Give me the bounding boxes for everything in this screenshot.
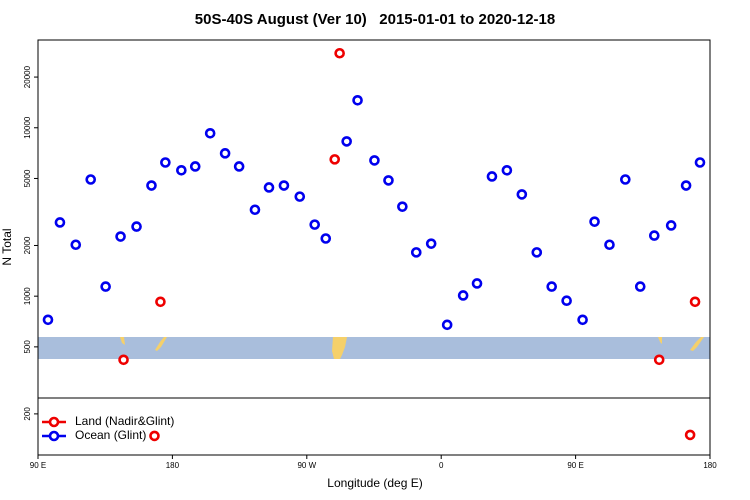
- data-point: [115, 231, 126, 242]
- data-point: [42, 314, 54, 326]
- data-point: [589, 216, 600, 227]
- data-point: [146, 180, 157, 191]
- y-tick-label: 5000: [23, 169, 32, 187]
- data-point: [577, 314, 588, 326]
- data-point: [410, 247, 422, 258]
- data-point: [70, 239, 82, 251]
- data-point: [233, 161, 245, 172]
- data-point: [397, 201, 408, 212]
- data-point: [441, 319, 453, 331]
- data-point: [561, 295, 572, 306]
- data-point: [501, 165, 513, 176]
- data-point: [620, 174, 631, 185]
- y-tick-label: 2000: [23, 236, 32, 254]
- data-point: [189, 161, 201, 172]
- y-tick-label: 500: [23, 340, 32, 354]
- x-axis-label: Longitude (deg E): [327, 476, 422, 490]
- data-point: [471, 278, 483, 289]
- map-strip: [38, 337, 710, 359]
- data-point: [278, 180, 290, 191]
- data-point: [155, 296, 166, 308]
- y-tick-label: 200: [23, 407, 32, 421]
- legend-marker: [48, 430, 60, 442]
- data-point: [341, 136, 352, 147]
- y-axis-label: N Total: [0, 228, 14, 265]
- data-point: [665, 220, 677, 231]
- chart-title: 50S-40S August (Ver 10) 2015-01-01 to 20…: [195, 11, 555, 28]
- x-tick-label: 180: [703, 461, 717, 470]
- data-point: [131, 221, 142, 232]
- legend-marker: [48, 416, 60, 428]
- data-point: [149, 430, 160, 442]
- data-point: [294, 191, 306, 202]
- x-tick-label: 0: [439, 461, 444, 470]
- data-point: [684, 429, 696, 441]
- data-point: [516, 189, 528, 200]
- data-point: [634, 281, 646, 292]
- data-point: [369, 155, 380, 166]
- data-point: [100, 281, 111, 292]
- legend-label: Ocean (Glint): [75, 428, 146, 442]
- x-tick-label: 90 E: [30, 461, 46, 470]
- data-point: [54, 217, 66, 228]
- data-point: [604, 239, 615, 251]
- data-point: [219, 148, 231, 159]
- data-point: [546, 281, 558, 292]
- data-point: [309, 219, 321, 230]
- data-point: [249, 204, 261, 216]
- x-tick-label: 180: [166, 461, 180, 470]
- y-tick-label: 10000: [23, 116, 32, 139]
- data-point: [320, 233, 332, 244]
- data-point: [263, 182, 275, 193]
- data-point: [457, 290, 469, 301]
- data-point: [694, 157, 706, 168]
- data-point: [85, 174, 97, 185]
- data-point: [160, 157, 171, 168]
- data-point: [204, 128, 216, 139]
- x-tick-label: 90 W: [297, 461, 316, 470]
- data-point: [689, 296, 701, 308]
- data-point: [176, 165, 187, 176]
- data-point: [680, 180, 692, 191]
- data-point: [425, 238, 437, 249]
- data-point: [334, 47, 345, 59]
- legend-label: Land (Nadir&Glint): [75, 414, 174, 428]
- x-tick-label: 90 E: [567, 461, 583, 470]
- data-point: [352, 94, 363, 106]
- data-point: [329, 154, 341, 165]
- data-point: [531, 247, 543, 258]
- data-point: [648, 230, 660, 241]
- land-shapes: [120, 337, 704, 359]
- y-tick-label: 20000: [23, 65, 32, 88]
- plot-frame: [37, 39, 711, 456]
- data-point: [383, 175, 394, 186]
- data-point: [118, 354, 129, 366]
- data-point: [653, 354, 665, 366]
- data-point: [486, 171, 498, 182]
- y-tick-label: 1000: [23, 287, 32, 305]
